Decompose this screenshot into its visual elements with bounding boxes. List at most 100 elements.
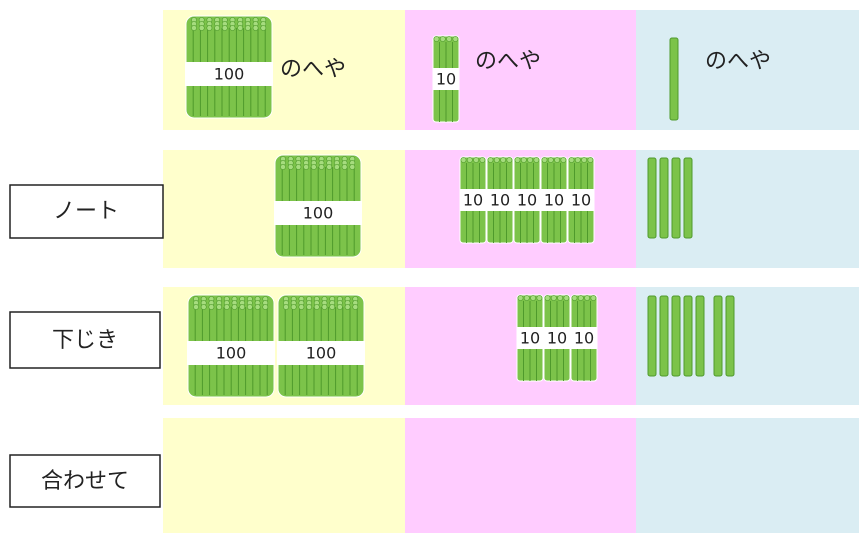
row-label-box <box>9 454 161 508</box>
bundle-band <box>514 189 540 211</box>
stick-top <box>473 157 479 163</box>
stick-top <box>336 304 343 310</box>
ten-bundle: 10 <box>459 156 487 244</box>
ten-bundle: 10 <box>567 156 595 244</box>
bundle-label: 10 <box>574 329 594 348</box>
stick-top <box>479 157 486 163</box>
stick-top <box>439 36 446 42</box>
stick-top <box>544 295 551 301</box>
bundle-label: 100 <box>216 344 247 363</box>
stick-top <box>514 157 521 163</box>
ten-bundle: 10 <box>570 294 598 382</box>
bundle-label: 100 <box>306 344 337 363</box>
stick-top <box>352 304 359 310</box>
hundred-bundle: 100 <box>185 15 273 119</box>
stick-top <box>313 304 320 310</box>
tens-column <box>405 418 636 533</box>
stick <box>671 157 681 239</box>
stick-top <box>344 304 351 310</box>
stick <box>647 295 657 377</box>
stick-top <box>221 25 228 31</box>
stick-top <box>208 304 215 310</box>
stick-top <box>560 157 567 163</box>
stick-top <box>298 304 305 310</box>
stick <box>671 295 681 377</box>
ten-bundle: 10 <box>486 156 514 244</box>
bundle-band <box>433 68 459 90</box>
row-label: 合わせて <box>41 469 129 494</box>
stick-top <box>303 164 309 170</box>
column-label: のへや <box>705 49 771 74</box>
stick-top <box>452 36 459 42</box>
bundle-band <box>274 201 362 225</box>
hundred-bundle: 100 <box>277 294 365 398</box>
ones-column <box>636 287 859 405</box>
stick-top <box>349 164 356 170</box>
stick-top <box>262 304 269 310</box>
bundle-band <box>187 341 275 365</box>
bundle-label: 10 <box>544 191 564 210</box>
stick-top <box>321 304 328 310</box>
bundle-label: 10 <box>436 70 456 89</box>
stick-top <box>500 157 506 163</box>
bundle-band <box>517 327 543 349</box>
stick-top <box>568 157 575 163</box>
stick-top <box>433 36 440 42</box>
stick-top <box>252 25 259 31</box>
stick-top <box>237 25 244 31</box>
row-label-box <box>9 311 161 369</box>
bundle-label: 10 <box>547 329 567 348</box>
stick-top <box>487 157 494 163</box>
stick <box>647 157 657 239</box>
bundle-band <box>541 189 567 211</box>
stick-top <box>318 164 325 170</box>
row-label-box <box>9 184 164 239</box>
ten-bundle: 10 <box>513 156 541 244</box>
bundle-band <box>544 327 570 349</box>
stick-top <box>244 25 251 31</box>
stick <box>683 157 693 239</box>
bundle-label: 100 <box>214 65 245 84</box>
stick-top <box>581 157 587 163</box>
stick-top <box>287 164 294 170</box>
stick-top <box>329 304 336 310</box>
bundle-label: 10 <box>463 191 483 210</box>
ten-bundle: 10 <box>516 294 544 382</box>
stick-top <box>290 304 297 310</box>
column-label: のへや <box>280 57 346 82</box>
stick-top <box>283 304 289 310</box>
stick-top <box>223 304 230 310</box>
hundred-bundle: 100 <box>274 154 362 258</box>
bundle-band <box>571 327 597 349</box>
bundle-label: 10 <box>517 191 537 210</box>
stick-top <box>520 157 527 163</box>
stick-top <box>571 295 578 301</box>
stick-top <box>460 157 467 163</box>
stick <box>695 295 705 377</box>
stick-top <box>574 157 581 163</box>
stick-top <box>214 25 220 31</box>
stick-top <box>198 25 205 31</box>
stick-top <box>577 295 584 301</box>
bundle-band <box>487 189 513 211</box>
stick-top <box>229 25 236 31</box>
stick-top <box>517 295 524 301</box>
hundred-bundle: 100 <box>187 294 275 398</box>
stick-top <box>260 25 267 31</box>
stick <box>725 295 735 377</box>
stick-top <box>541 157 548 163</box>
stick-top <box>527 157 533 163</box>
stick-top <box>231 304 238 310</box>
stick-top <box>191 25 197 31</box>
stick-top <box>216 304 222 310</box>
row-label: ノート <box>53 199 119 224</box>
stick-top <box>254 304 261 310</box>
hundreds-column <box>163 418 405 533</box>
bundle-label: 100 <box>303 204 334 223</box>
stick-top <box>563 295 570 301</box>
stick-top <box>341 164 348 170</box>
stick <box>669 37 679 121</box>
row-label: 下じき <box>52 328 118 353</box>
ten-bundle: 10 <box>540 156 568 244</box>
